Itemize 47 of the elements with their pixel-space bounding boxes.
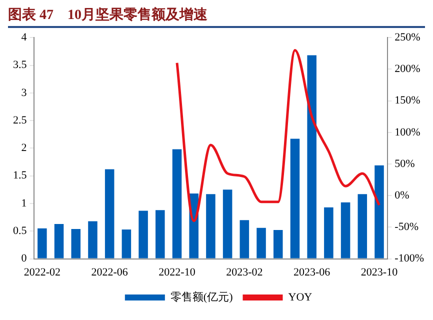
legend-label: YOY: [288, 291, 312, 304]
chart-title: 图表 47 10月坚果零售额及增速: [7, 6, 208, 25]
y-tick-label: 3: [21, 86, 28, 99]
x-tick-label: 2023-10: [360, 266, 398, 278]
bar: [206, 194, 216, 258]
y-tick-label: 2.5: [13, 114, 28, 126]
bar: [104, 169, 114, 258]
bar: [324, 207, 334, 258]
x-tick-label: 2022-02: [24, 266, 61, 278]
bar: [172, 149, 182, 258]
y-tick-label: 1.5: [13, 170, 28, 182]
y2-tick-label: 0%: [394, 189, 410, 202]
bar: [122, 229, 132, 258]
bar: [358, 194, 368, 258]
y2-tick-label: 250%: [394, 31, 420, 44]
x-tick-label: 2022-06: [91, 266, 128, 278]
y-tick-label: 0.5: [13, 225, 28, 238]
bar: [38, 228, 47, 258]
bar: [156, 210, 165, 258]
bar: [88, 221, 98, 258]
x-tick-label: 2023-02: [226, 266, 263, 278]
y2-tick-label: -50%: [394, 221, 418, 234]
y-tick-label: 3.5: [13, 59, 28, 72]
bar: [240, 220, 250, 258]
bar: [54, 224, 64, 258]
y2-tick-label: 50%: [394, 158, 415, 170]
bar: [71, 228, 81, 258]
x-tick-label: 2023-06: [293, 266, 331, 278]
bar: [138, 210, 148, 258]
y-tick-label: 2: [21, 142, 27, 154]
legend-label: 零售额(亿元): [170, 290, 234, 304]
y2-tick-label: 150%: [394, 94, 420, 107]
y2-tick-label: 200%: [394, 63, 420, 76]
bar: [374, 165, 384, 258]
bar: [256, 228, 266, 258]
y-tick-label: 4: [21, 31, 28, 44]
y-tick-label: 0: [21, 252, 28, 265]
y2-tick-label: -100%: [394, 252, 424, 265]
x-tick-label: 2022-10: [158, 266, 196, 278]
y-tick-label: 1: [21, 197, 27, 210]
bar: [290, 138, 300, 258]
bar: [222, 190, 232, 258]
line-series: [176, 48, 380, 222]
bar: [273, 230, 283, 258]
bar: [340, 202, 350, 258]
y2-tick-label: 100%: [394, 126, 420, 138]
bar: [307, 55, 316, 258]
